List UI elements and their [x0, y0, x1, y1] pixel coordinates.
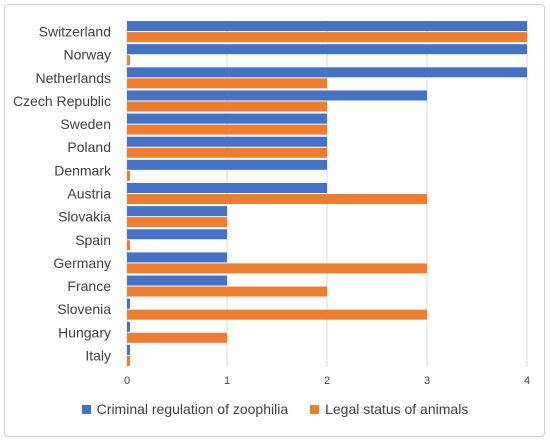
- bar-legal-status: [127, 55, 130, 66]
- bar-criminal-regulation: [127, 113, 327, 124]
- bar-legal-status: [127, 101, 327, 112]
- x-tick-label: 2: [324, 375, 330, 387]
- bar-criminal-regulation: [127, 298, 130, 309]
- category-label: Sweden: [60, 116, 111, 132]
- category-label: Italy: [85, 347, 111, 363]
- bar-criminal-regulation: [127, 159, 327, 170]
- bar-legal-status: [127, 170, 130, 181]
- category-label: Spain: [75, 232, 111, 248]
- bars: [127, 21, 527, 366]
- legend-label-series-2: Legal status of animals: [325, 401, 469, 417]
- bar-legal-status: [127, 309, 427, 320]
- bar-criminal-regulation: [127, 67, 527, 78]
- x-tick-labels: 0 1 2 3 4: [124, 375, 530, 387]
- bar-legal-status: [127, 194, 427, 204]
- category-label: Poland: [67, 139, 111, 155]
- bar-criminal-regulation: [127, 136, 327, 147]
- bar-legal-status: [127, 332, 227, 343]
- category-label: Switzerland: [39, 24, 111, 40]
- bar-criminal-regulation: [127, 344, 130, 355]
- bar-legal-status: [127, 355, 130, 366]
- bar-criminal-regulation: [127, 44, 527, 55]
- chart-frame: [4, 4, 545, 437]
- legend-swatch-series-2: [310, 404, 320, 414]
- bar-criminal-regulation: [127, 183, 327, 193]
- category-label: France: [67, 278, 111, 294]
- category-label: Netherlands: [36, 70, 112, 86]
- bar-criminal-regulation: [127, 275, 227, 286]
- legend-label-series-1: Criminal regulation of zoophilia: [96, 401, 289, 417]
- gridlines: [126, 20, 528, 367]
- bar-legal-status: [127, 240, 130, 251]
- bar-criminal-regulation: [127, 206, 227, 217]
- category-label: Denmark: [54, 162, 112, 178]
- category-label: Hungary: [58, 324, 111, 340]
- bar-legal-status: [127, 147, 327, 158]
- bar-chart: Switzerland Norway Netherlands Czech Republ…: [13, 20, 530, 387]
- legend: Criminal regulation of zoophilia Legal s…: [0, 401, 550, 417]
- bar-legal-status: [127, 263, 427, 274]
- category-label: Slovakia: [58, 209, 111, 225]
- x-tick-label: 1: [224, 375, 230, 387]
- category-labels: Switzerland Norway Netherlands Czech Republ…: [13, 24, 112, 364]
- bar-criminal-regulation: [127, 252, 227, 263]
- bar-criminal-regulation: [127, 321, 130, 332]
- legend-item-series-1: Criminal regulation of zoophilia: [81, 401, 289, 417]
- category-label: Slovenia: [57, 301, 111, 317]
- legend-swatch-series-1: [81, 404, 91, 414]
- bar-criminal-regulation: [127, 90, 427, 101]
- bar-legal-status: [127, 217, 227, 228]
- bar-legal-status: [127, 78, 327, 89]
- category-label: Czech Republic: [13, 93, 111, 109]
- bar-legal-status: [127, 32, 527, 43]
- x-tick-label: 3: [424, 375, 430, 387]
- x-tick-label: 4: [524, 375, 530, 387]
- bar-criminal-regulation: [127, 21, 527, 32]
- bar-legal-status: [127, 286, 327, 297]
- x-tick-label: 0: [124, 375, 130, 387]
- category-label: Germany: [53, 255, 111, 271]
- category-label: Austria: [67, 186, 111, 202]
- bar-legal-status: [127, 124, 327, 135]
- legend-item-series-2: Legal status of animals: [310, 401, 468, 417]
- bar-criminal-regulation: [127, 229, 227, 240]
- category-label: Norway: [64, 47, 111, 63]
